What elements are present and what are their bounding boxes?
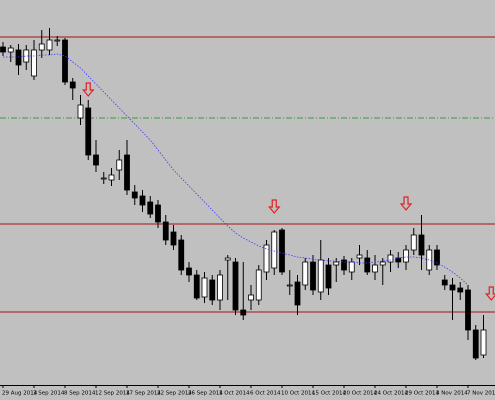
candle-body bbox=[240, 309, 247, 316]
candle-body bbox=[162, 221, 169, 241]
candle-body bbox=[7, 47, 14, 53]
candle-body bbox=[333, 261, 340, 266]
candle-body bbox=[472, 329, 479, 359]
candle-body bbox=[348, 261, 355, 273]
candle-body bbox=[356, 254, 363, 259]
candle-body bbox=[170, 231, 177, 246]
candle-body bbox=[457, 287, 464, 293]
candle-body bbox=[449, 284, 456, 291]
x-tick-label: 22 Sep 2014 bbox=[157, 391, 192, 397]
candle-body bbox=[325, 264, 332, 289]
fractal-arrow bbox=[81, 82, 95, 97]
x-tick-label: 8 Sep 2014 bbox=[64, 391, 96, 397]
candle-body bbox=[201, 277, 208, 298]
candle-body bbox=[465, 289, 471, 331]
candle-body bbox=[302, 261, 309, 286]
candle-body bbox=[100, 177, 107, 180]
candle-body bbox=[372, 264, 378, 273]
fractal-arrow bbox=[267, 199, 281, 214]
candle-body bbox=[418, 234, 425, 256]
candle-body bbox=[131, 191, 138, 199]
x-tick-label: 10 Oct 2014 bbox=[281, 391, 316, 397]
candle-body bbox=[379, 261, 386, 266]
candle-body bbox=[209, 279, 216, 301]
candle-body bbox=[317, 259, 324, 293]
candle-body bbox=[155, 204, 161, 223]
candle-body bbox=[387, 254, 394, 263]
candle-body bbox=[434, 249, 440, 266]
candle-body bbox=[410, 234, 417, 251]
candle-body bbox=[69, 81, 76, 89]
x-tick-label: 29 Oct 2014 bbox=[405, 391, 440, 397]
candle-body bbox=[193, 274, 200, 299]
x-tick-label: 24 Oct 2014 bbox=[374, 391, 409, 397]
candle-body bbox=[0, 46, 6, 53]
candle-body bbox=[23, 49, 30, 63]
candle-body bbox=[38, 43, 45, 51]
candle-body bbox=[77, 104, 84, 119]
candle-body bbox=[46, 39, 53, 51]
candle-body bbox=[54, 39, 61, 42]
candle-body bbox=[93, 154, 99, 166]
candle-body bbox=[186, 267, 192, 276]
x-tick-label: 15 Oct 2014 bbox=[312, 391, 347, 397]
x-tick-label: 3 Nov 2014 bbox=[436, 391, 468, 397]
candle-body bbox=[255, 269, 262, 301]
candle-body bbox=[217, 274, 223, 301]
x-tick-label: 6 Oct 2014 bbox=[250, 391, 281, 397]
x-tick-label: 29 Aug 2014 bbox=[2, 391, 38, 397]
fractal-arrow bbox=[399, 196, 413, 211]
x-tick-label: 1 Oct 2014 bbox=[219, 391, 250, 397]
candle-body bbox=[441, 279, 448, 286]
candle-body bbox=[341, 259, 347, 271]
candle-body bbox=[31, 49, 37, 77]
candle-body bbox=[62, 39, 68, 83]
moving-average bbox=[3, 53, 469, 286]
x-tick-label: 20 Oct 2014 bbox=[343, 391, 378, 397]
candle-body bbox=[364, 257, 371, 273]
candle-body bbox=[224, 257, 231, 261]
candle-body bbox=[286, 284, 293, 287]
candle-body bbox=[480, 329, 487, 356]
candle-body bbox=[178, 239, 185, 271]
x-tick-label: 7 Nov 2014 bbox=[467, 391, 495, 397]
candle-body bbox=[403, 249, 409, 263]
candle-body bbox=[232, 261, 239, 311]
candle-body bbox=[271, 231, 278, 269]
candle-body bbox=[139, 195, 146, 206]
x-tick-label: 26 Sep 2014 bbox=[188, 391, 223, 397]
candle-body bbox=[147, 201, 154, 215]
candle-body bbox=[108, 174, 115, 181]
fractal-arrow bbox=[484, 286, 495, 301]
candle-body bbox=[15, 49, 22, 66]
candle-body bbox=[85, 107, 92, 156]
x-tick-label: 17 Sep 2014 bbox=[126, 391, 161, 397]
x-tick-label: 12 Sep 2014 bbox=[95, 391, 130, 397]
candle-body bbox=[310, 261, 316, 291]
x-tick-label: 3 Sep 2014 bbox=[33, 391, 65, 397]
candle-body bbox=[263, 244, 270, 273]
candle-body bbox=[279, 229, 285, 273]
candle-body bbox=[124, 154, 130, 191]
candle-body bbox=[294, 281, 301, 306]
candle-body bbox=[248, 294, 254, 301]
candle-body bbox=[426, 249, 433, 271]
candle-body bbox=[116, 159, 123, 171]
